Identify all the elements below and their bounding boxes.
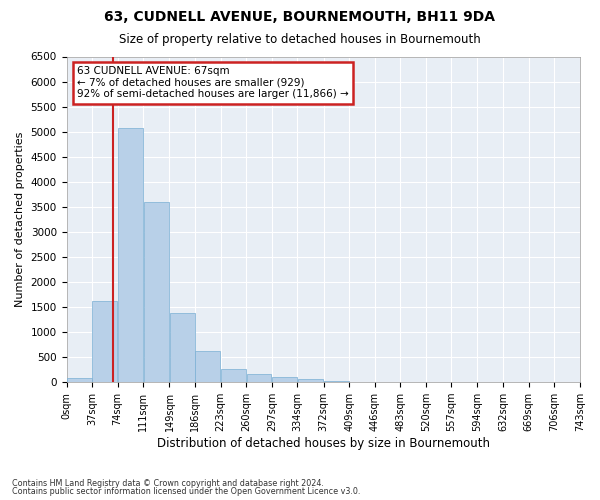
Bar [170,313,194,382]
Text: Contains public sector information licensed under the Open Government Licence v3: Contains public sector information licen… [12,487,361,496]
Bar [247,374,271,382]
Text: Size of property relative to detached houses in Bournemouth: Size of property relative to detached ho… [119,32,481,46]
X-axis label: Distribution of detached houses by size in Bournemouth: Distribution of detached houses by size … [157,437,490,450]
Text: Contains HM Land Registry data © Crown copyright and database right 2024.: Contains HM Land Registry data © Crown c… [12,478,324,488]
Bar [143,202,169,382]
Bar [67,378,92,382]
Text: 63, CUDNELL AVENUE, BOURNEMOUTH, BH11 9DA: 63, CUDNELL AVENUE, BOURNEMOUTH, BH11 9D… [104,10,496,24]
Bar [298,380,323,382]
Bar [272,376,297,382]
Text: 63 CUDNELL AVENUE: 67sqm
← 7% of detached houses are smaller (929)
92% of semi-d: 63 CUDNELL AVENUE: 67sqm ← 7% of detache… [77,66,349,100]
Bar [324,380,349,382]
Bar [221,368,246,382]
Bar [118,128,143,382]
Bar [92,301,117,382]
Y-axis label: Number of detached properties: Number of detached properties [15,132,25,307]
Bar [196,351,220,382]
